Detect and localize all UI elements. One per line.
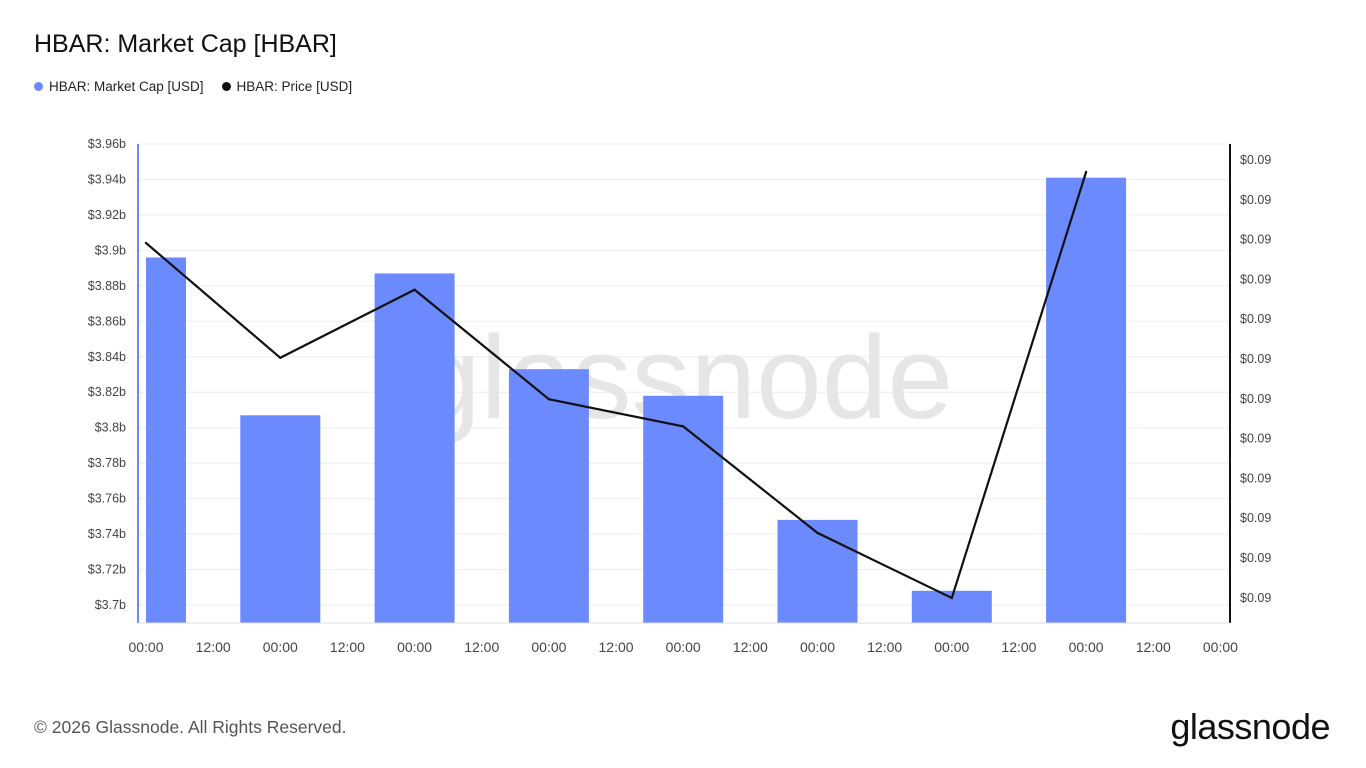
legend-label-price: HBAR: Price [USD]: [236, 79, 353, 94]
legend-item-market-cap[interactable]: HBAR: Market Cap [USD]: [34, 79, 204, 94]
x-tick-label: 12:00: [196, 639, 231, 655]
x-tick-label: 00:00: [934, 639, 969, 655]
right-tick-label: $0.09: [1240, 272, 1271, 286]
price-point[interactable]: [413, 288, 416, 291]
x-tick-label: 00:00: [1203, 639, 1238, 655]
x-tick-label: 00:00: [128, 639, 163, 655]
right-axis-ticks: $0.09 $0.09 $0.09 $0.09 $0.09 $0.09 $0.09 $0.09…: [1240, 153, 1271, 605]
x-tick-label: 00:00: [531, 639, 566, 655]
left-tick-label: $3.74b: [88, 527, 126, 541]
x-tick-label: 12:00: [1136, 639, 1171, 655]
chart-legend: HBAR: Market Cap [USD] HBAR: Price [USD]: [34, 79, 352, 94]
price-line[interactable]: [145, 171, 1088, 600]
x-tick-label: 12:00: [867, 639, 902, 655]
legend-item-price[interactable]: HBAR: Price [USD]: [221, 79, 353, 94]
left-axis-ticks: $3.96b $3.94b $3.92b $3.9b $3.88b $3.86b $3.84…: [88, 137, 126, 612]
right-tick-label: $0.09: [1240, 153, 1271, 167]
chart-canvas: glassnode $3.96b$3.94b$3.92b$3.9b$3.88b$…: [88, 137, 1272, 655]
legend-label-market-cap: HBAR: Market Cap [USD]: [49, 79, 204, 94]
left-tick-label: $3.76b: [88, 492, 126, 506]
left-tick-label: $3.96b: [88, 137, 126, 151]
price-point[interactable]: [950, 596, 953, 600]
left-tick-label: $3.8b: [95, 421, 126, 435]
market-cap-bar[interactable]: [240, 415, 321, 623]
right-tick-label: $0.09: [1240, 432, 1271, 446]
chart-title: HBAR: Market Cap [HBAR]: [34, 30, 337, 58]
market-cap-bars: [146, 177, 1127, 623]
x-tick-label: 12:00: [330, 639, 365, 655]
x-tick-label: 12:00: [464, 639, 499, 655]
right-tick-label: $0.09: [1240, 591, 1271, 605]
market-cap-bar[interactable]: [508, 369, 589, 623]
x-tick-label: 00:00: [397, 639, 432, 655]
left-tick-label: $3.72b: [88, 563, 126, 577]
market-cap-bar[interactable]: [146, 257, 186, 623]
market-cap-bar[interactable]: [1046, 177, 1127, 623]
market-cap-bar[interactable]: [777, 519, 858, 623]
x-tick-label: 00:00: [800, 639, 835, 655]
x-axis-ticks: 00:00 12:00 00:00 12:00 00:00 12:00 00:00 12:00…: [128, 639, 1238, 655]
x-tick-label: 12:00: [1001, 639, 1036, 655]
right-tick-label: $0.09: [1240, 352, 1271, 366]
chart-axes: [137, 144, 1231, 624]
legend-dot-price: [221, 82, 231, 91]
price-point[interactable]: [816, 531, 819, 535]
right-tick-label: $0.09: [1240, 551, 1271, 565]
right-tick-label: $0.09: [1240, 233, 1271, 247]
left-tick-label: $3.86b: [88, 314, 126, 328]
left-tick-label: $3.88b: [88, 279, 126, 293]
market-cap-bar[interactable]: [643, 395, 724, 623]
x-tick-label: 12:00: [733, 639, 768, 655]
left-tick-label: $3.94b: [88, 172, 126, 186]
left-tick-label: $3.82b: [88, 385, 126, 399]
glassnode-logo[interactable]: glassnode: [1170, 706, 1330, 747]
market-cap-bar[interactable]: [374, 273, 455, 623]
x-tick-label: 00:00: [666, 639, 701, 655]
price-point[interactable]: [279, 356, 282, 359]
price-point[interactable]: [144, 241, 148, 245]
price-point[interactable]: [1084, 170, 1088, 174]
price-point[interactable]: [682, 425, 685, 428]
left-tick-label: $3.7b: [95, 598, 126, 612]
right-tick-label: $0.09: [1240, 471, 1271, 485]
right-tick-label: $0.09: [1240, 392, 1271, 406]
x-tick-label: 00:00: [263, 639, 298, 655]
x-tick-label: 12:00: [599, 639, 634, 655]
left-tick-label: $3.78b: [88, 456, 126, 470]
price-line-group: [144, 170, 1088, 600]
price-point[interactable]: [547, 398, 551, 401]
left-tick-label: $3.9b: [95, 243, 126, 257]
footer-copyright: © 2026 Glassnode. All Rights Reserved.: [34, 717, 347, 737]
left-tick-label: $3.92b: [88, 208, 126, 222]
x-tick-label: 00:00: [1069, 639, 1104, 655]
left-tick-label: $3.84b: [88, 350, 126, 364]
right-tick-label: $0.09: [1240, 193, 1271, 207]
right-tick-label: $0.09: [1240, 511, 1271, 525]
legend-dot-market-cap: [34, 82, 43, 91]
right-tick-label: $0.09: [1240, 312, 1271, 326]
